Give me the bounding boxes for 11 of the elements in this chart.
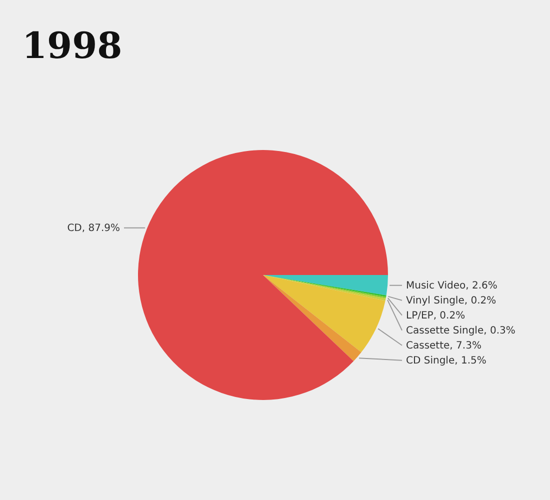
slice-label: LP/EP, 0.2% <box>406 310 466 322</box>
slice-label: Vinyl Single, 0.2% <box>406 295 496 306</box>
slice-label: CD, 87.9% <box>67 222 120 234</box>
slice-label: Cassette Single, 0.3% <box>406 325 516 336</box>
pie-slice <box>138 150 388 400</box>
pie-slice <box>263 275 362 362</box>
chart-title: 1998 <box>22 25 122 67</box>
slice-label: CD Single, 1.5% <box>406 355 486 366</box>
pie-slice <box>263 275 386 352</box>
slice-label: Music Video, 2.6% <box>406 280 498 292</box>
slice-label: Cassette, 7.3% <box>406 340 482 352</box>
